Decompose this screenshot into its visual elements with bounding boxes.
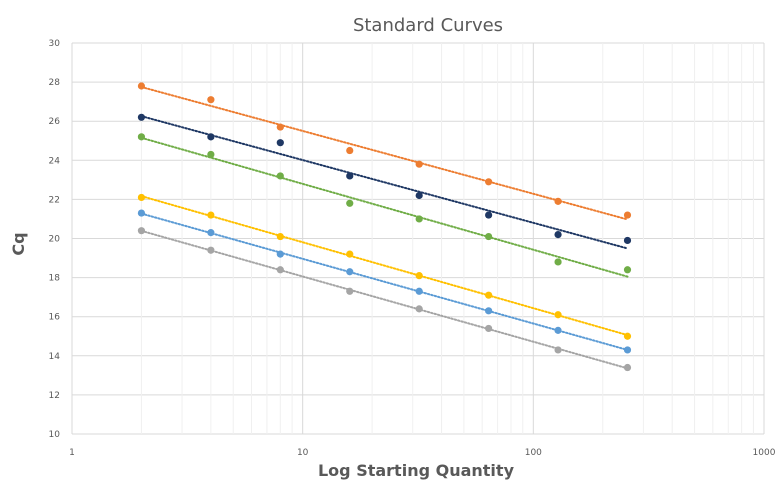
data-point-series-3 <box>623 266 632 274</box>
data-point-series-1 <box>485 178 493 186</box>
data-point-series-5 <box>276 250 284 258</box>
data-point-series-5 <box>485 307 493 315</box>
x-tick-label: 1000 <box>753 448 776 458</box>
data-point-series-6 <box>276 266 284 274</box>
data-point-series-1 <box>276 123 284 131</box>
x-tick-label: 10 <box>297 448 309 458</box>
trendline-series-3 <box>140 136 629 278</box>
data-point-series-3 <box>276 172 284 180</box>
data-points <box>137 82 632 372</box>
data-point-series-6 <box>346 287 354 295</box>
y-tick-label: 20 <box>49 235 61 245</box>
data-point-series-1 <box>623 211 632 219</box>
data-point-series-3 <box>415 215 423 223</box>
y-tick-label: 18 <box>49 274 61 284</box>
data-point-series-4 <box>276 232 284 241</box>
x-tick-labels: 1 10 100 1000 <box>69 448 776 458</box>
y-tick-label: 16 <box>49 313 61 323</box>
data-point-series-6 <box>137 227 146 235</box>
data-point-series-5 <box>623 346 632 354</box>
data-point-series-1 <box>137 82 146 90</box>
data-point-series-2 <box>554 230 562 239</box>
data-point-series-3 <box>554 258 562 266</box>
data-point-series-2 <box>623 236 632 245</box>
data-point-series-4 <box>346 250 354 258</box>
trendline-series-1 <box>140 85 629 221</box>
trendlines <box>140 85 629 370</box>
y-tick-label: 26 <box>49 117 61 127</box>
data-point-series-4 <box>554 311 562 319</box>
data-point-series-2 <box>415 191 423 200</box>
x-axis-title: Log Starting Quantity <box>318 461 515 480</box>
y-tick-label: 10 <box>49 430 61 440</box>
y-tick-label: 14 <box>49 352 61 362</box>
x-tick-label: 100 <box>525 448 542 458</box>
data-point-series-5 <box>137 209 146 217</box>
data-point-series-1 <box>207 96 215 104</box>
chart-title: Standard Curves <box>353 15 503 36</box>
y-tick-label: 24 <box>49 156 61 166</box>
data-point-series-2 <box>137 113 146 121</box>
grid <box>71 42 765 435</box>
trendline-series-6 <box>140 229 629 370</box>
data-point-series-5 <box>346 268 354 276</box>
data-point-series-5 <box>207 229 215 237</box>
trendline-series-2 <box>140 115 629 250</box>
y-tick-label: 30 <box>49 39 61 49</box>
data-point-series-3 <box>346 199 354 207</box>
data-point-series-5 <box>415 287 423 295</box>
trendline-series-5 <box>140 212 629 351</box>
y-axis-title: Cq <box>9 232 28 255</box>
data-point-series-4 <box>485 291 493 299</box>
y-tick-label: 12 <box>49 391 60 401</box>
data-point-series-6 <box>415 305 423 313</box>
data-point-series-3 <box>485 232 493 241</box>
data-point-series-4 <box>137 193 146 202</box>
y-tick-labels: 10 12 14 16 18 20 22 24 26 28 30 <box>49 39 61 440</box>
trendline-series-4 <box>140 195 629 337</box>
data-point-series-1 <box>346 146 354 155</box>
data-point-series-2 <box>276 139 284 147</box>
data-point-series-4 <box>623 332 632 340</box>
data-point-series-6 <box>623 363 632 372</box>
y-tick-label: 28 <box>49 78 61 88</box>
data-point-series-6 <box>485 324 493 333</box>
data-point-series-2 <box>485 211 493 219</box>
data-point-series-1 <box>415 160 423 168</box>
data-point-series-6 <box>554 346 562 354</box>
data-point-series-2 <box>346 172 354 180</box>
x-tick-label: 1 <box>69 448 75 458</box>
data-point-series-4 <box>415 272 423 280</box>
data-point-series-3 <box>207 150 215 159</box>
data-point-series-6 <box>207 246 215 254</box>
data-point-series-5 <box>554 326 562 334</box>
data-point-series-2 <box>207 133 215 141</box>
y-tick-label: 22 <box>49 195 60 205</box>
data-point-series-4 <box>207 211 215 219</box>
data-point-series-1 <box>554 197 562 205</box>
data-point-series-3 <box>137 133 146 141</box>
